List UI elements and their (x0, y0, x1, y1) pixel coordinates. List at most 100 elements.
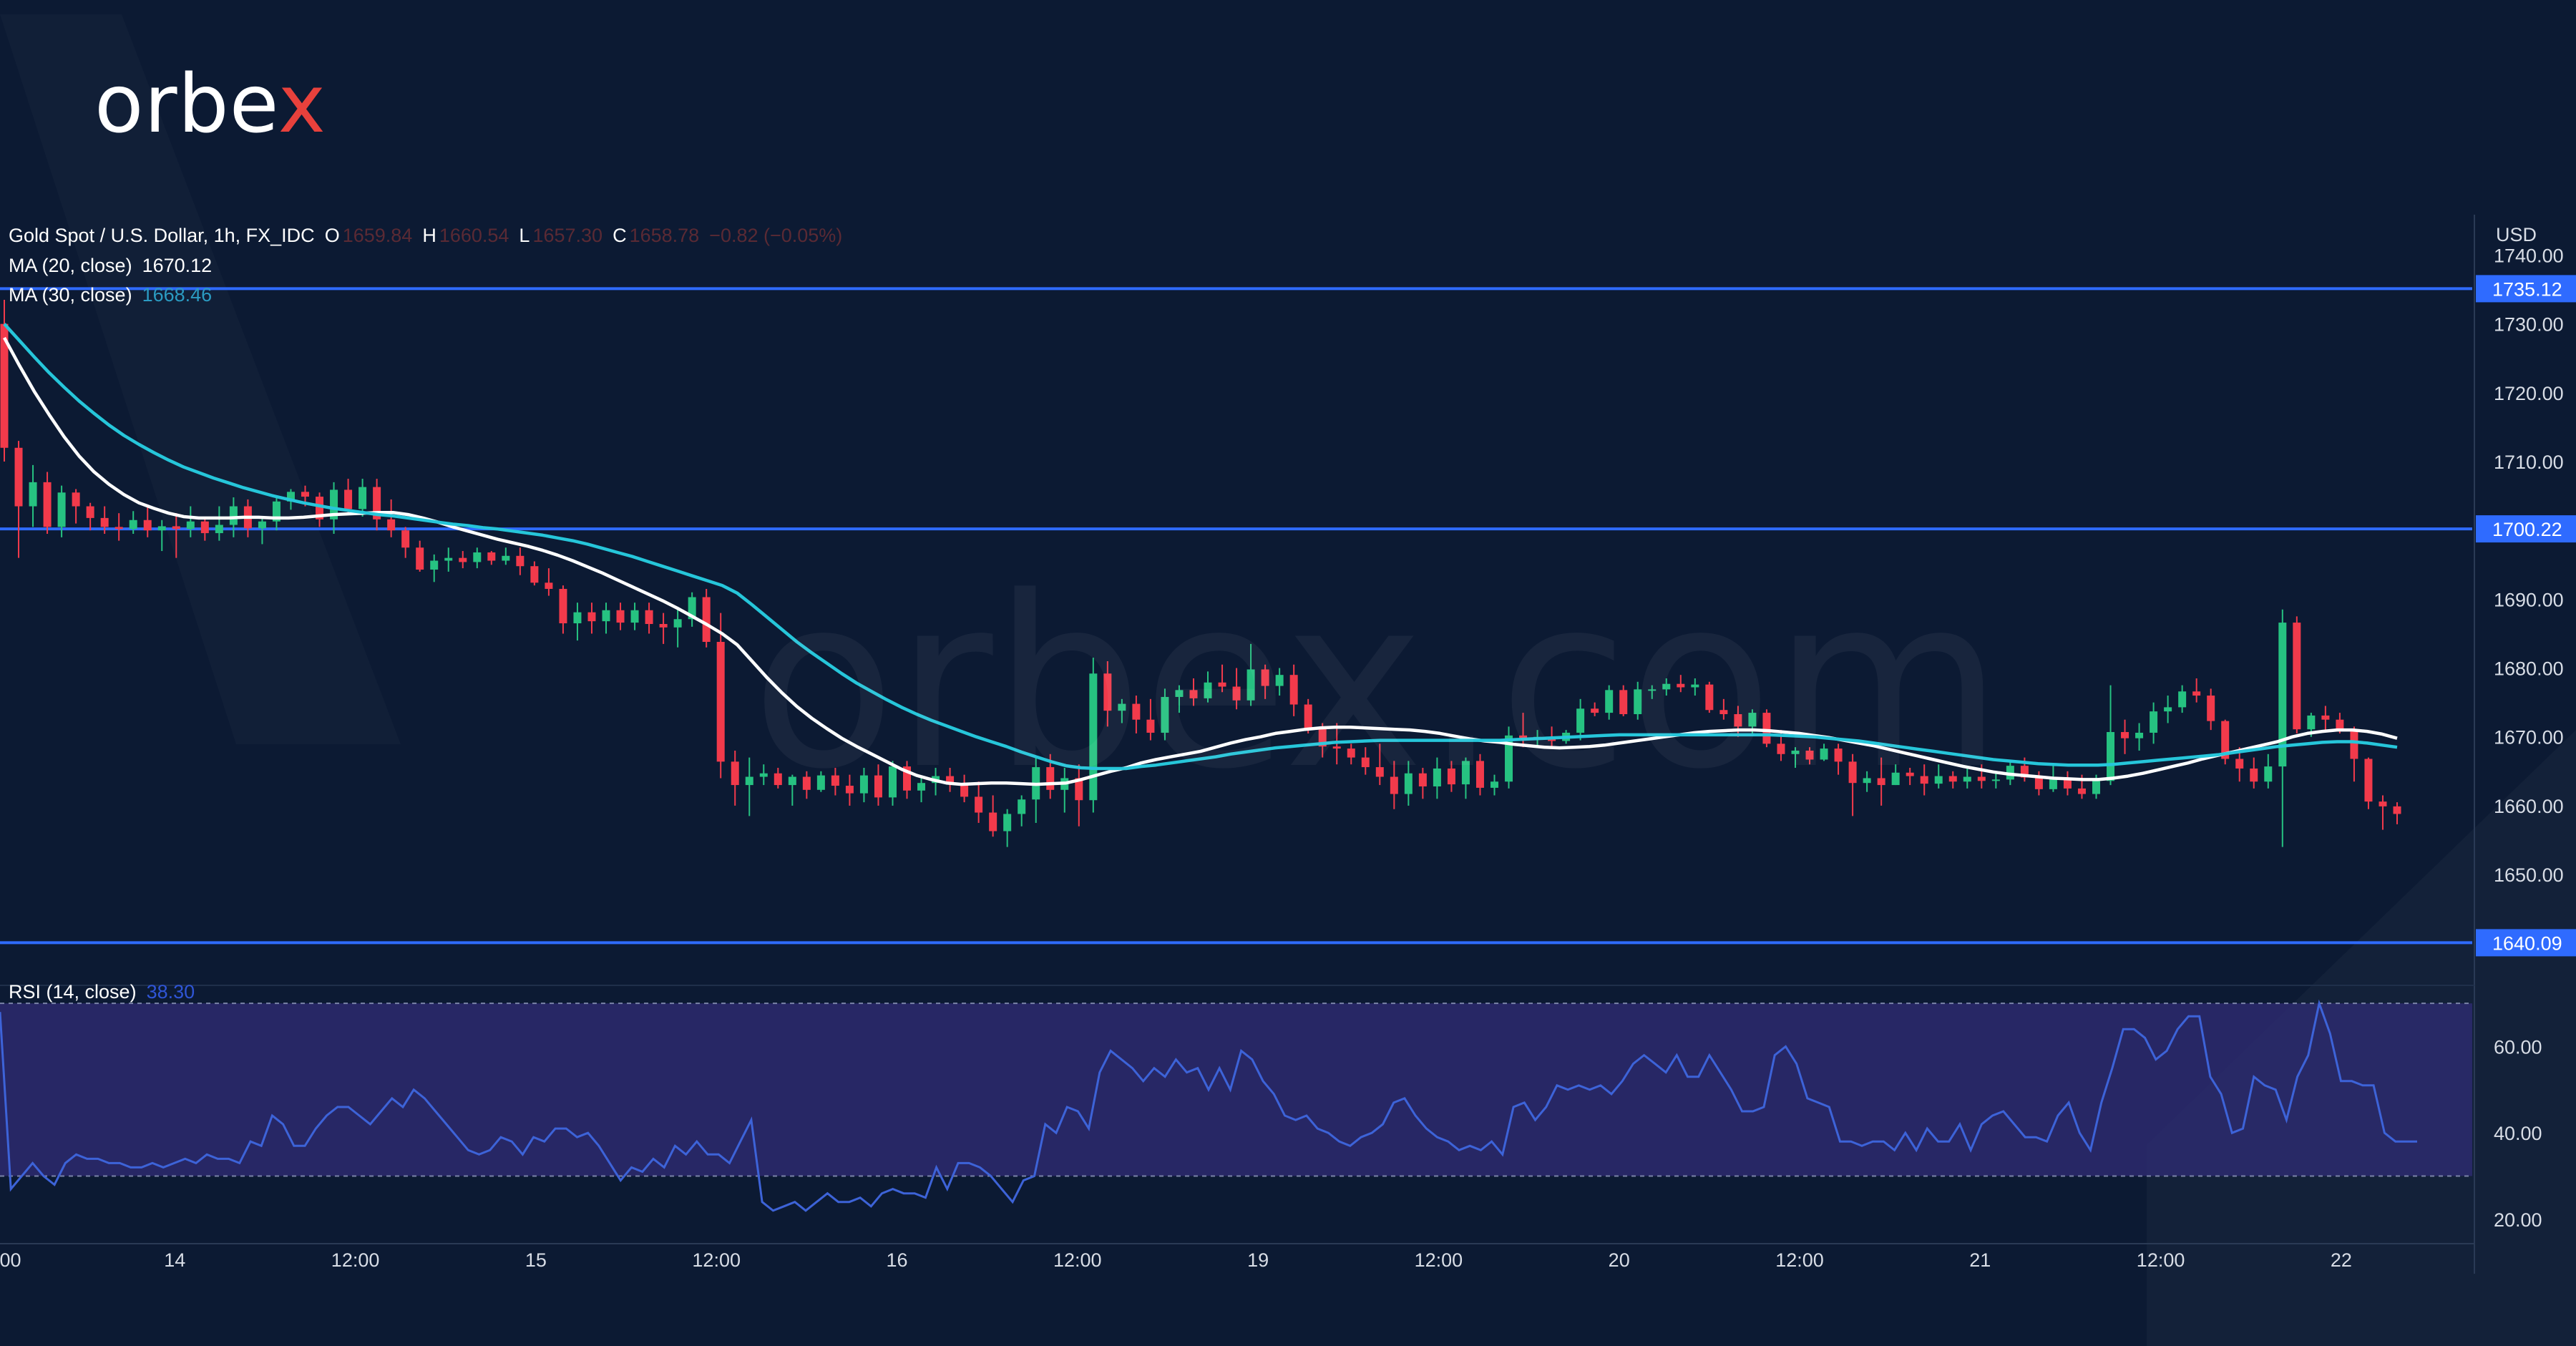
candle-body (1418, 773, 1427, 786)
candle-body (2350, 729, 2358, 759)
candle-body (1762, 713, 1771, 744)
ma20-legend[interactable]: MA (20, close) 1670.12 (9, 256, 212, 275)
candle-body (716, 642, 725, 762)
candle-body (1576, 708, 1585, 733)
ma20-line (3, 336, 2398, 786)
price-tick-label: 1680.00 (2494, 658, 2564, 680)
ma30-legend[interactable]: MA (30, close) 1668.46 (9, 286, 212, 305)
low-value: 1657.30 (532, 225, 603, 246)
candle-body (1218, 682, 1226, 687)
candle-body (2178, 691, 2187, 708)
candle-body (1461, 761, 1470, 785)
candle-body (2336, 719, 2344, 730)
candle-body (1018, 799, 1026, 814)
candle-body (1146, 719, 1155, 733)
price-tick-label: 1710.00 (2494, 452, 2564, 473)
candle-body (29, 482, 37, 507)
candle-body (100, 517, 109, 527)
close-label: C (613, 225, 627, 246)
candle-body (1619, 690, 1628, 715)
candle-body (1161, 696, 1169, 733)
candle-body (702, 597, 711, 643)
candle-body (330, 489, 338, 520)
candle-body (688, 597, 696, 620)
candle-body (903, 766, 912, 791)
candle-body (57, 492, 66, 527)
candle-body (545, 582, 553, 589)
candle-body (2164, 707, 2172, 712)
candle-body (2293, 623, 2301, 730)
candle-body (473, 552, 482, 562)
rsi-tick-label: 40.00 (2494, 1123, 2542, 1144)
candle-body (630, 610, 639, 623)
time-tick-label: 16 (886, 1249, 907, 1271)
rsi-legend[interactable]: RSI (14, close) 38.30 (9, 982, 195, 1002)
price-tick-label: 1670.00 (2494, 727, 2564, 748)
candle-body (816, 775, 825, 790)
candle-body (1189, 690, 1198, 698)
ma30-line (3, 323, 2398, 771)
candle-body (774, 773, 782, 786)
candle-body (502, 555, 510, 561)
candle-body (1920, 776, 1928, 784)
candle-body (430, 560, 439, 570)
candle-body (1103, 673, 1112, 711)
candle-body (859, 775, 868, 794)
candle-body (344, 489, 353, 509)
candle-body (602, 610, 610, 622)
candle-body (2221, 721, 2230, 759)
candle-body (1490, 781, 1498, 788)
candle-body (301, 492, 310, 497)
candle-body (1519, 735, 1528, 739)
candle-body (387, 519, 396, 531)
candle-body (1948, 776, 1957, 782)
candle-body (1505, 735, 1513, 782)
time-tick-label: 12:00 (692, 1249, 741, 1271)
candle-body (487, 552, 496, 561)
candle-body (1705, 684, 1714, 711)
symbol-title: Gold Spot / U.S. Dollar, 1h, FX_IDC (9, 225, 315, 246)
candle-body (1390, 776, 1398, 794)
candle-body (43, 482, 52, 527)
candle-body (1075, 778, 1083, 801)
candle-body (316, 497, 324, 520)
candle-body (2250, 768, 2258, 782)
candle-body (129, 520, 137, 530)
candle-body (2092, 781, 2100, 794)
candle-body (1404, 773, 1413, 794)
ma20-label: MA (20, close) (9, 255, 132, 276)
rsi-band (0, 1003, 2472, 1176)
candle-body (1991, 779, 2000, 781)
price-tick-label: 1690.00 (2494, 589, 2564, 610)
candle-body (1046, 767, 1055, 790)
candle-body (1261, 669, 1269, 686)
candle-body (157, 526, 166, 531)
price-tick-label: 1660.00 (2494, 796, 2564, 817)
candle-body (2207, 696, 2215, 721)
symbol-legend[interactable]: Gold Spot / U.S. Dollar, 1h, FX_IDC O 1659… (9, 226, 842, 245)
candle-body (659, 624, 668, 628)
rsi-value: 38.30 (146, 981, 195, 1003)
candle-body (731, 761, 739, 786)
candle-body (1118, 703, 1126, 711)
candle-body (2049, 778, 2057, 789)
candle-body (1906, 772, 1914, 776)
candle-body (1634, 689, 1642, 715)
candle-body (745, 776, 753, 786)
candle-body (1318, 728, 1327, 747)
candle-body (1863, 778, 1871, 784)
level-price-badge (2476, 929, 2576, 957)
candle-body (2135, 732, 2144, 738)
rsi-line (0, 999, 2417, 1212)
ma30-label: MA (30, close) (9, 284, 132, 306)
low-label: L (519, 225, 530, 246)
candle-body (2235, 759, 2244, 769)
candle-body (989, 812, 997, 832)
candle-body (573, 612, 582, 624)
candle-body (172, 526, 180, 530)
candle-body (946, 776, 955, 785)
candle-body (186, 521, 195, 530)
candle-body (1977, 776, 1986, 781)
level-price-label: 1700.22 (2492, 519, 2562, 540)
